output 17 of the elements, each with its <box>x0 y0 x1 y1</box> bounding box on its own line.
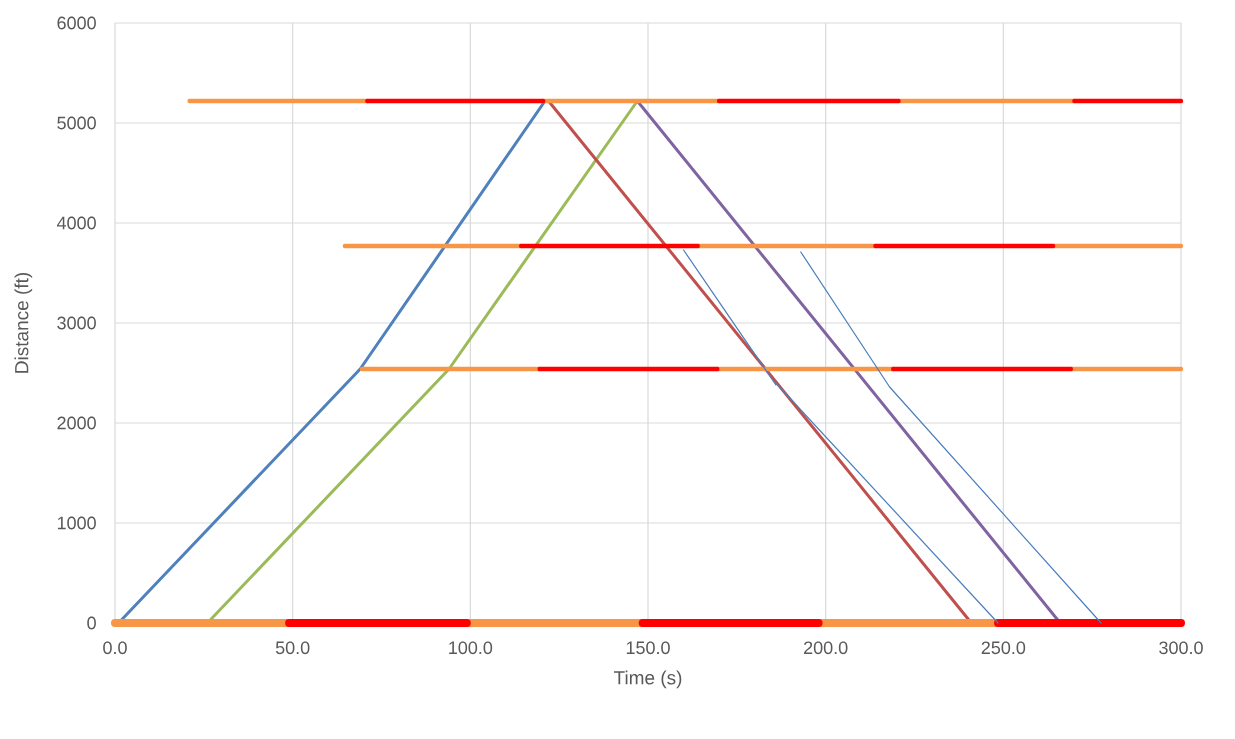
y-tick-label: 3000 <box>57 316 96 330</box>
y-tick-label: 2000 <box>57 416 96 430</box>
x-tick-label: 200.0 <box>804 641 848 655</box>
y-tick-label: 1000 <box>57 516 96 530</box>
y-axis-title: Distance (ft) <box>14 272 33 373</box>
line-series <box>682 249 999 624</box>
x-tick-label: 300.0 <box>1159 641 1203 655</box>
x-axis-title: Time (s) <box>613 670 682 689</box>
y-tick-label: 6000 <box>57 16 96 30</box>
x-tick-label: 0.0 <box>103 641 127 655</box>
y-tick-label: 4000 <box>56 216 96 230</box>
y-tick-label: 5000 <box>57 116 96 130</box>
x-tick-label: 50.0 <box>275 641 310 655</box>
y-tick-label: 0 <box>87 616 96 630</box>
x-tick-label: 250.0 <box>981 641 1026 655</box>
x-tick-label: 100.0 <box>449 641 493 655</box>
x-tick-label: 150.0 <box>626 641 670 655</box>
